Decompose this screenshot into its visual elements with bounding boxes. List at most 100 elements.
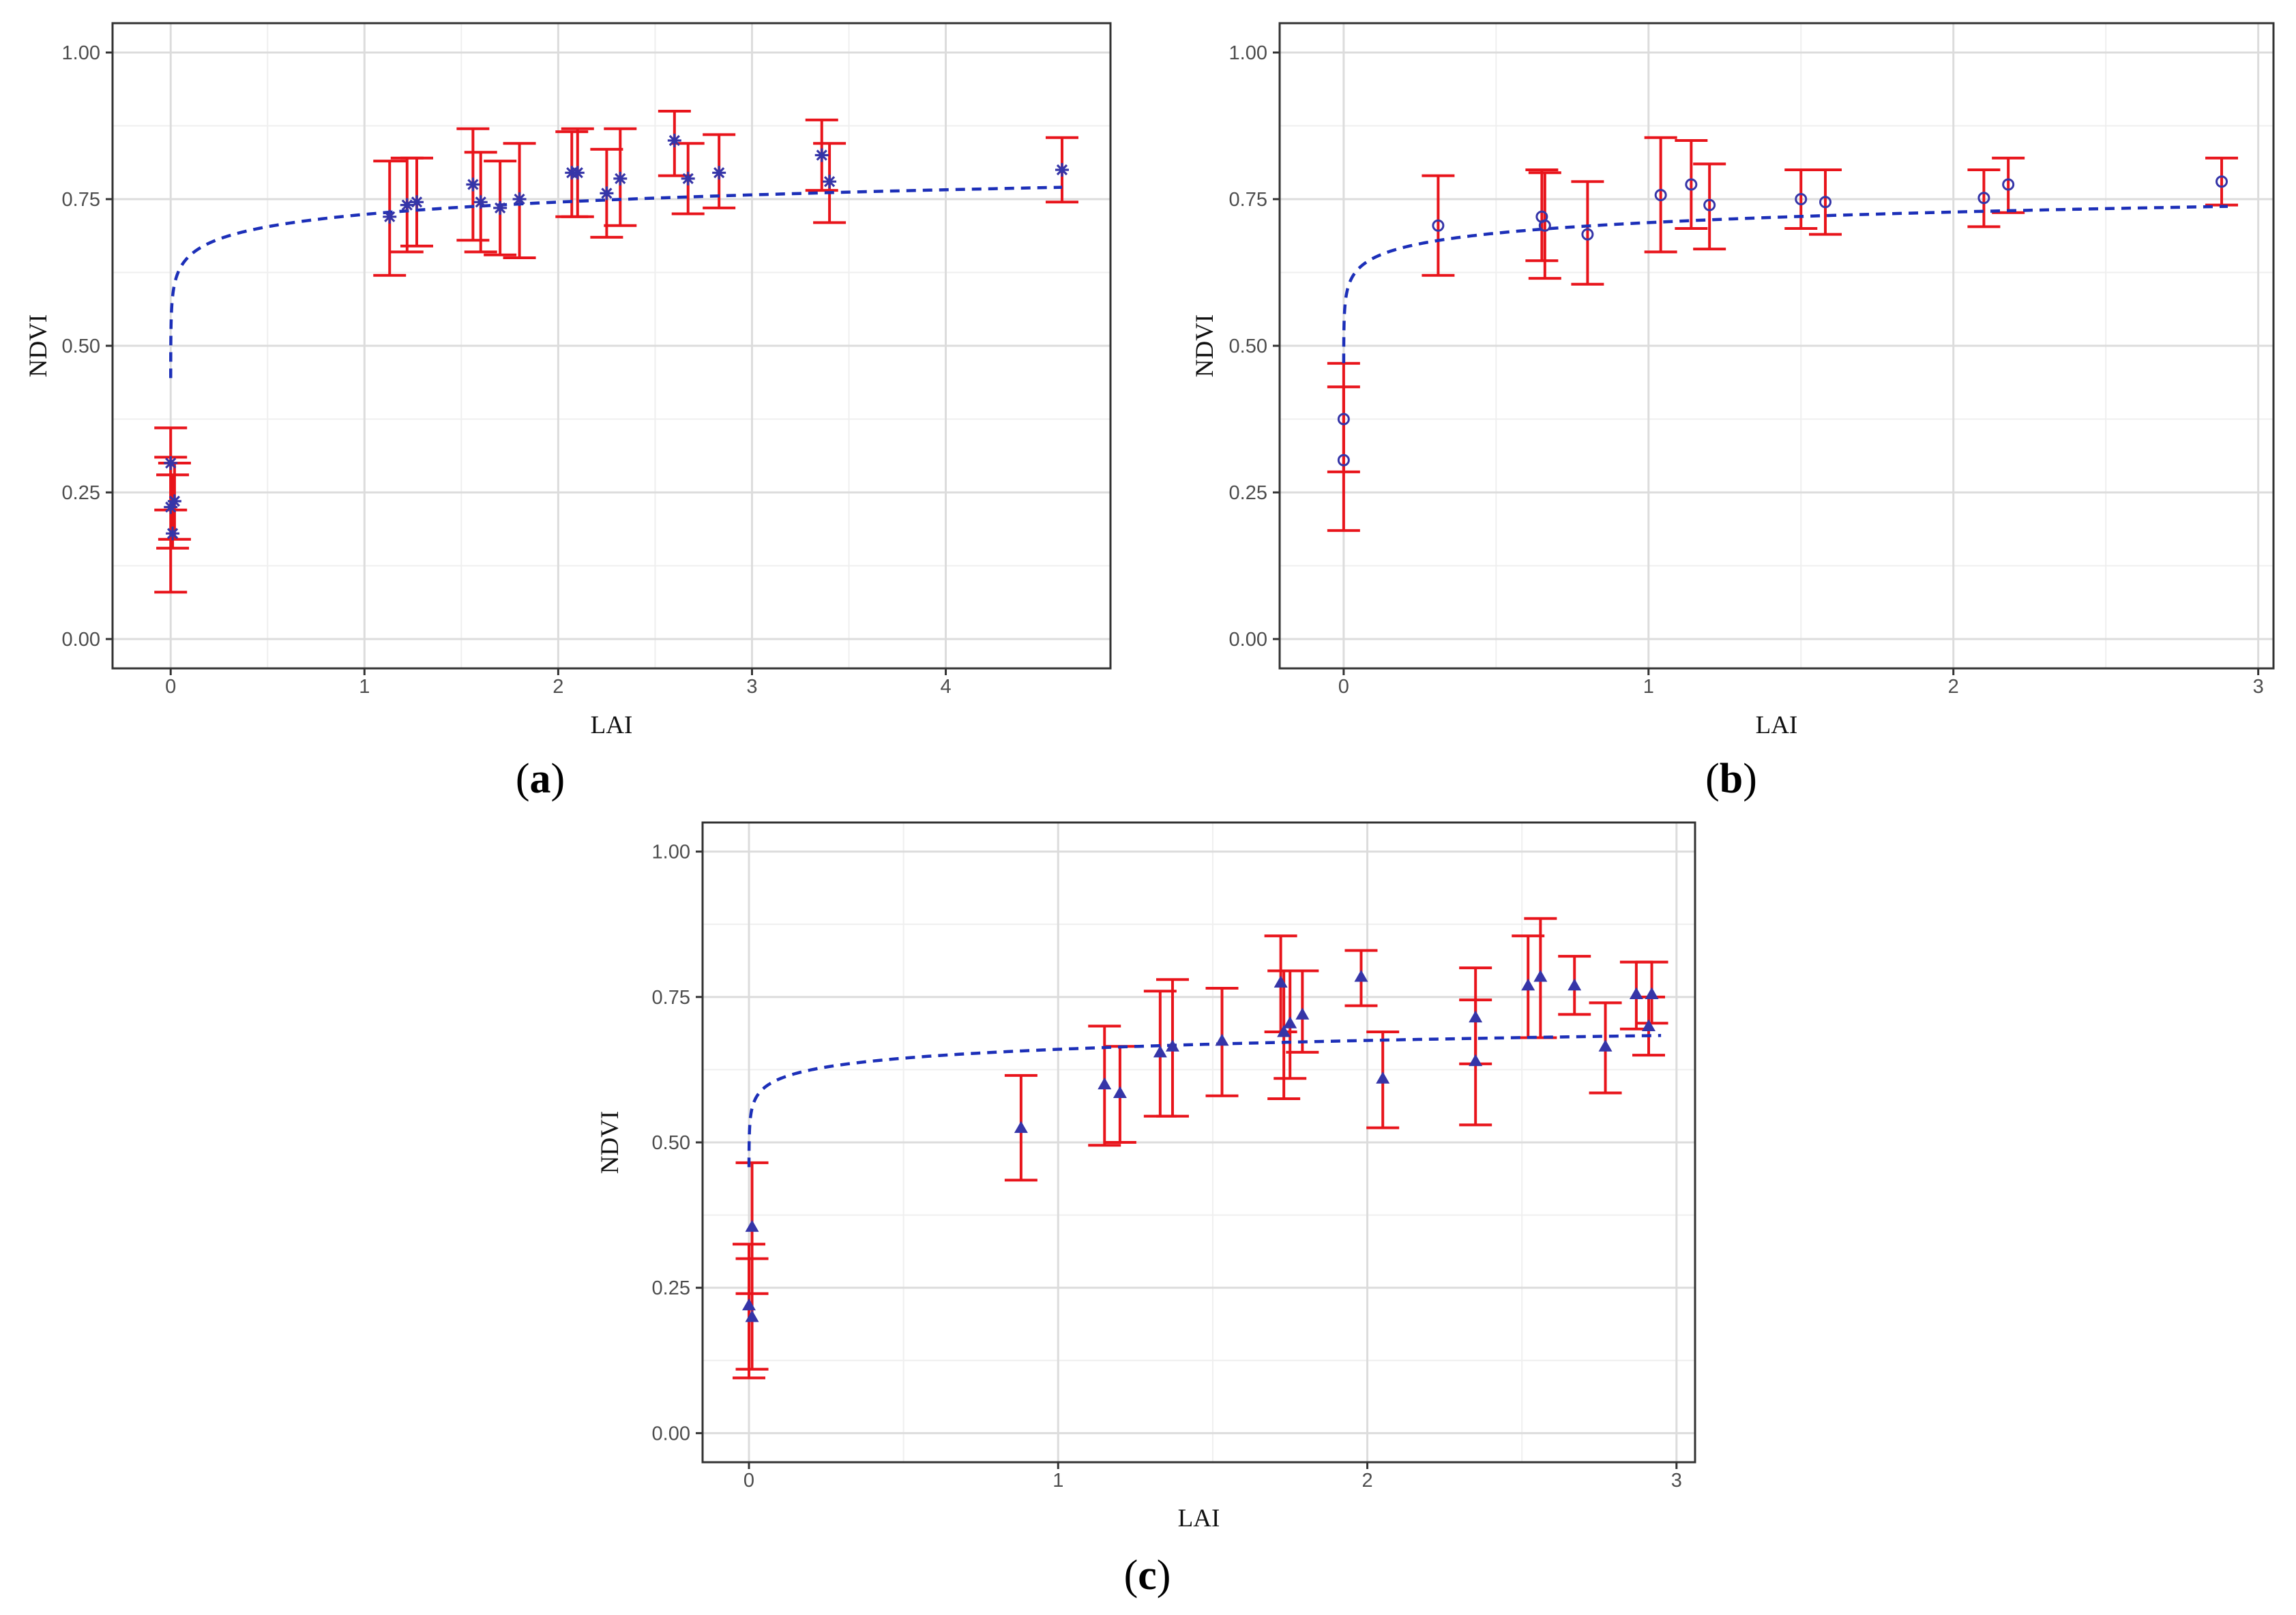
y-axis-title: NDVI xyxy=(25,314,53,377)
data-point xyxy=(745,1219,759,1232)
x-tick-label: 2 xyxy=(1362,1470,1372,1492)
x-axis-title: LAI xyxy=(1756,711,1798,739)
y-axis-title: NDVI xyxy=(1191,314,1219,377)
data-point xyxy=(2002,178,2015,191)
point-stroke xyxy=(1056,164,1068,176)
error-bar xyxy=(1809,168,1842,236)
point-stroke xyxy=(572,167,583,179)
fit-curve xyxy=(169,186,1063,379)
x-tick-label: 0 xyxy=(744,1470,754,1492)
data-point xyxy=(1654,188,1667,201)
data-point xyxy=(814,148,829,162)
panel-c: 0 1 2 3 0.00 0.25 0.50 0.75 1.00 LAI NDVI (c) xyxy=(596,821,1696,1599)
data-point xyxy=(493,201,507,215)
error-bar xyxy=(1422,174,1455,277)
error-bar xyxy=(1571,180,1604,286)
error-bar xyxy=(1693,162,1726,251)
error-bar xyxy=(1528,171,1561,280)
fit-curve xyxy=(1342,205,2228,364)
x-axis-title: LAI xyxy=(591,711,633,739)
fit-curve xyxy=(747,1034,1662,1168)
y-tick-label: 0.50 xyxy=(652,1132,690,1154)
error-bar xyxy=(1525,168,1559,263)
x-tick-label: 1 xyxy=(359,676,370,698)
x-tick-label: 4 xyxy=(940,676,951,698)
point-stroke xyxy=(713,167,725,179)
x-tick-label: 3 xyxy=(2253,676,2264,698)
data-point xyxy=(1014,1121,1028,1134)
data-point xyxy=(712,166,726,180)
data-point xyxy=(1819,196,1832,209)
data-point xyxy=(1337,413,1350,426)
data-point xyxy=(1469,1054,1483,1067)
x-tick-label: 0 xyxy=(1338,676,1349,698)
point-stroke xyxy=(668,134,680,147)
data-point xyxy=(1153,1045,1167,1058)
data-point xyxy=(1533,969,1548,982)
y-tick-label: 0.00 xyxy=(1229,629,1267,651)
point-stroke xyxy=(514,193,525,205)
y-tick-label: 0.50 xyxy=(62,336,100,357)
data-point xyxy=(1113,1086,1127,1099)
data-point xyxy=(400,198,414,212)
x-tick-label: 0 xyxy=(165,676,176,698)
data-point xyxy=(1642,1019,1656,1031)
y-tick-label: 1.00 xyxy=(1229,42,1267,64)
y-tick-label: 0.50 xyxy=(1229,336,1267,357)
data-point xyxy=(1277,1024,1291,1037)
data-point xyxy=(741,1298,756,1311)
data-point xyxy=(1098,1077,1112,1090)
point-stroke xyxy=(467,179,479,190)
error-bar xyxy=(1644,136,1677,254)
error-bar xyxy=(1327,361,1360,473)
y-axis-title: NDVI xyxy=(596,1111,624,1174)
y-tick-label: 0.25 xyxy=(1229,482,1267,504)
data-point xyxy=(1795,193,1808,205)
data-point xyxy=(164,456,178,470)
x-tick-label: 1 xyxy=(1053,1470,1063,1492)
x-tick-label: 2 xyxy=(1948,676,1959,698)
data-point xyxy=(1581,228,1594,241)
data-point xyxy=(1685,178,1698,191)
panel-label: (c) xyxy=(1124,1552,1171,1599)
error-bar xyxy=(1992,156,2025,214)
data-point xyxy=(1645,987,1659,1000)
panel-label: (a) xyxy=(516,756,565,802)
point-stroke xyxy=(384,211,396,222)
x-axis-title: LAI xyxy=(1178,1505,1220,1532)
y-tick-label: 0.00 xyxy=(62,629,100,651)
data-point xyxy=(1568,978,1582,991)
point-stroke xyxy=(475,196,486,208)
y-tick-label: 0.75 xyxy=(1229,189,1267,211)
data-point xyxy=(383,209,397,224)
point-stroke xyxy=(816,149,827,161)
data-point xyxy=(1165,1039,1179,1052)
x-tick-label: 1 xyxy=(1643,676,1654,698)
data-point xyxy=(1354,969,1368,982)
y-tick-label: 1.00 xyxy=(652,842,690,863)
data-point xyxy=(1274,975,1288,988)
data-point xyxy=(1376,1071,1390,1084)
data-point xyxy=(1977,192,1990,205)
data-point xyxy=(1629,987,1643,1000)
data-point xyxy=(410,195,424,209)
data-point xyxy=(1469,1010,1483,1023)
data-point xyxy=(1055,163,1069,177)
data-point xyxy=(745,1309,759,1322)
x-tick-label: 3 xyxy=(1671,1470,1682,1492)
error-bar xyxy=(732,1243,765,1380)
data-point xyxy=(2216,175,2228,188)
data-point xyxy=(466,177,480,192)
point-stroke xyxy=(495,202,506,214)
data-point xyxy=(166,527,180,541)
data-point xyxy=(1215,1033,1229,1046)
y-tick-label: 1.00 xyxy=(62,42,100,64)
point-stroke xyxy=(165,457,177,469)
data-point xyxy=(1703,198,1716,211)
data-point xyxy=(1283,1016,1297,1028)
data-point xyxy=(512,192,527,206)
panel-a: 0 1 2 3 4 0.00 0.25 0.50 0.75 1.00 LAI NDVI (a) xyxy=(25,22,1112,802)
data-point xyxy=(613,171,628,186)
point-stroke xyxy=(166,528,179,539)
